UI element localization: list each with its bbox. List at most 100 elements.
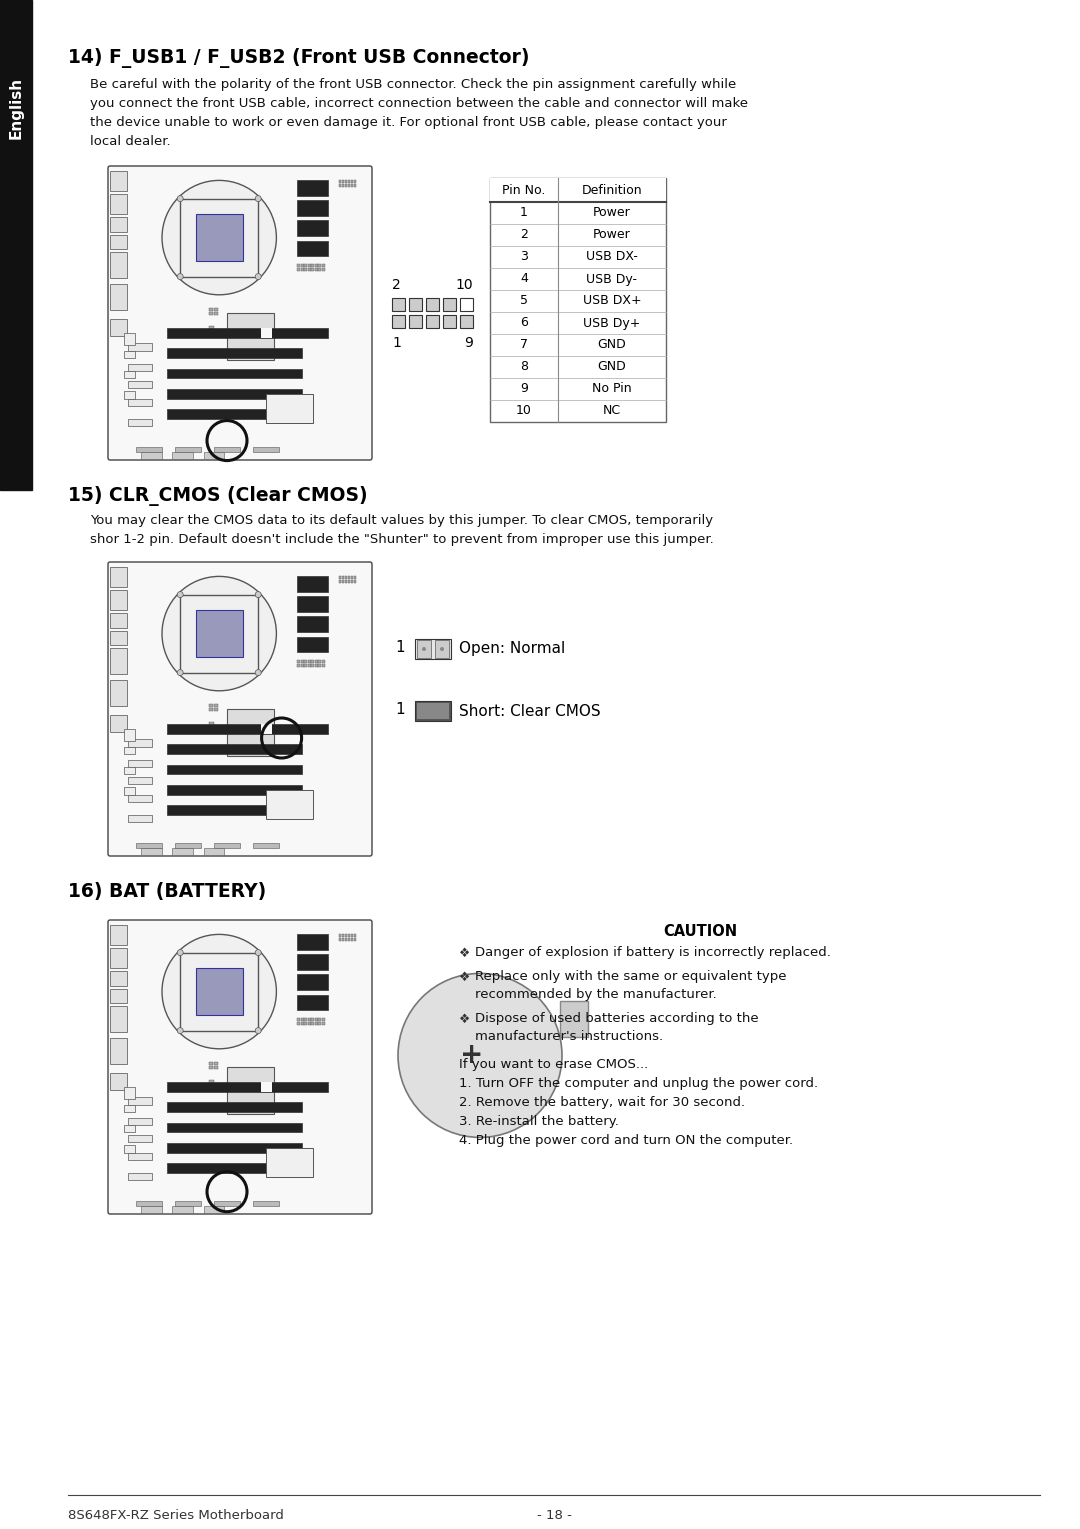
Bar (490, 177, 666, 422)
Bar (129, 419, 151, 427)
Bar (354, 939, 356, 940)
Bar (308, 263, 311, 266)
Bar (175, 1200, 201, 1206)
Bar (345, 579, 348, 583)
Text: ❖: ❖ (459, 1014, 471, 1026)
Bar (319, 659, 321, 662)
Text: Pin No.: Pin No. (502, 183, 545, 197)
Bar (129, 364, 151, 372)
Bar (195, 214, 243, 261)
Bar (319, 268, 321, 271)
Bar (110, 590, 127, 610)
Bar (208, 726, 214, 729)
Bar (173, 849, 193, 855)
Text: the device unable to work or even damage it. For optional front USB cable, pleas: the device unable to work or even damage… (90, 116, 727, 128)
Circle shape (177, 196, 184, 202)
Bar (345, 183, 348, 187)
Bar (305, 1021, 307, 1024)
Bar (214, 1061, 218, 1066)
Bar (110, 925, 127, 945)
Bar (173, 453, 193, 459)
Bar (124, 1104, 135, 1112)
Bar (253, 842, 279, 847)
Text: ❖: ❖ (459, 971, 471, 985)
Bar (314, 268, 318, 271)
Bar (253, 1200, 279, 1206)
Bar (167, 410, 302, 419)
Text: - 18 -: - 18 - (537, 1509, 571, 1521)
Bar (110, 1006, 127, 1032)
Bar (345, 939, 348, 940)
Circle shape (440, 647, 444, 651)
Bar (260, 725, 272, 734)
Bar (124, 391, 135, 399)
Bar (227, 1067, 274, 1113)
Bar (319, 664, 321, 667)
Text: 7: 7 (519, 338, 528, 352)
Bar (300, 664, 303, 667)
Bar (314, 1021, 318, 1024)
Bar (208, 326, 214, 329)
Bar (460, 315, 473, 329)
Bar (392, 315, 405, 329)
Bar (110, 714, 127, 732)
Bar (110, 648, 127, 674)
Bar (305, 263, 307, 266)
Text: USB DX-: USB DX- (586, 251, 638, 263)
Bar (110, 171, 127, 191)
Bar (208, 1079, 214, 1083)
Text: Danger of explosion if battery is incorrectly replaced.: Danger of explosion if battery is incorr… (475, 946, 831, 959)
Bar (167, 764, 302, 774)
Bar (167, 1164, 302, 1173)
Bar (141, 453, 162, 459)
Text: USB DX+: USB DX+ (583, 295, 642, 307)
Text: 9: 9 (464, 336, 473, 350)
Text: local dealer.: local dealer. (90, 135, 171, 148)
Text: 1: 1 (521, 206, 528, 220)
Bar (110, 680, 127, 706)
Bar (297, 596, 328, 612)
Bar (341, 183, 345, 187)
Bar (208, 703, 213, 708)
Bar (297, 220, 328, 235)
Circle shape (255, 950, 261, 956)
Bar (253, 446, 279, 451)
Bar (204, 1206, 225, 1212)
Circle shape (177, 1027, 184, 1034)
Bar (167, 1144, 302, 1153)
Bar (129, 1173, 151, 1180)
Bar (297, 179, 328, 196)
Text: No Pin: No Pin (592, 382, 632, 396)
Bar (351, 934, 353, 937)
Bar (308, 268, 311, 271)
Bar (124, 787, 135, 795)
Bar (351, 576, 353, 578)
Bar (124, 372, 135, 378)
Bar (300, 268, 303, 271)
Text: You may clear the CMOS data to its default values by this jumper. To clear CMOS,: You may clear the CMOS data to its defau… (90, 514, 713, 528)
Bar (339, 939, 341, 940)
Bar (354, 180, 356, 182)
Bar (260, 329, 272, 338)
Bar (167, 1102, 302, 1112)
Bar (426, 298, 438, 310)
Bar (348, 939, 350, 940)
Bar (339, 579, 341, 583)
Bar (339, 183, 341, 187)
Bar (297, 954, 328, 969)
Bar (300, 659, 303, 662)
Bar (110, 1073, 127, 1090)
Bar (297, 200, 328, 216)
Text: USB Dy+: USB Dy+ (583, 317, 640, 330)
Circle shape (162, 180, 276, 295)
Text: Power: Power (593, 206, 631, 220)
Bar (195, 610, 243, 657)
Bar (319, 1018, 321, 1021)
Bar (417, 641, 431, 657)
Bar (308, 1021, 311, 1024)
Circle shape (255, 196, 261, 202)
Text: Replace only with the same or equivalent type: Replace only with the same or equivalent… (475, 969, 786, 983)
Bar (208, 1061, 213, 1066)
Bar (208, 1084, 214, 1087)
Bar (435, 641, 449, 657)
